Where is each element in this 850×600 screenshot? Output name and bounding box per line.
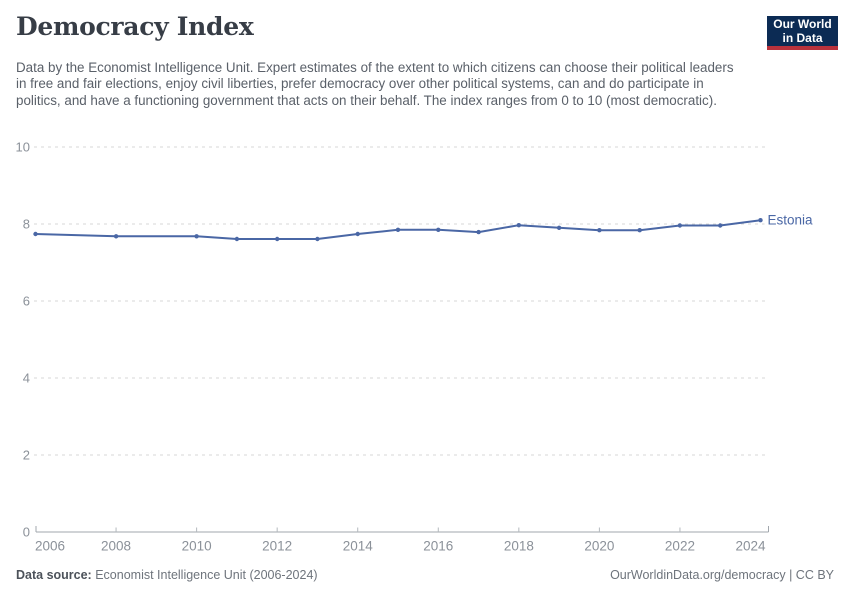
data-point (718, 223, 723, 228)
owid-logo-line2: in Data (782, 30, 823, 45)
owid-logo-line1: Our World (773, 17, 832, 31)
chart-subtitle: Data by the Economist Intelligence Unit.… (16, 60, 734, 108)
owid-logo-red-bar (767, 46, 838, 50)
x-tick-label: 2016 (423, 539, 453, 554)
y-tick-label: 0 (23, 525, 30, 540)
credit-link[interactable]: OurWorldinData.org/democracy | CC BY (610, 568, 834, 582)
x-tick-label: 2012 (262, 539, 292, 554)
x-tick-label: 2008 (101, 539, 131, 554)
data-point (33, 231, 38, 237)
chart-footer: Data source: Economist Intelligence Unit… (16, 568, 834, 582)
data-point (597, 228, 602, 233)
data-point (395, 227, 401, 232)
data-point (315, 236, 320, 242)
owid-logo[interactable]: Our World in Data (767, 16, 838, 50)
data-source: Data source: Economist Intelligence Unit… (16, 568, 318, 582)
data-point (637, 228, 642, 233)
chart-title: Democracy Index (16, 12, 254, 41)
data-source-value: Economist Intelligence Unit (2006-2024) (95, 568, 318, 582)
y-tick-label: 2 (23, 448, 30, 463)
x-tick-label: 2024 (735, 539, 766, 554)
data-point (436, 227, 441, 232)
x-tick-label: 2010 (182, 539, 212, 554)
data-source-label: Data source: (16, 568, 92, 582)
data-point (556, 225, 562, 230)
data-point (758, 218, 763, 223)
y-tick-label: 10 (16, 140, 30, 155)
data-point (476, 229, 481, 235)
owid-logo-box: Our World in Data (767, 16, 838, 46)
x-tick-label: 2022 (665, 539, 695, 554)
data-point (275, 236, 280, 242)
data-point (677, 223, 683, 228)
data-point (355, 231, 360, 237)
data-point (113, 234, 119, 239)
y-tick-label: 8 (23, 217, 30, 232)
series-end-label: Estonia (768, 213, 814, 228)
x-tick-label: 2014 (343, 539, 374, 554)
series-label-backing (764, 211, 817, 229)
data-point (234, 236, 240, 242)
data-point (516, 223, 521, 228)
democracy-index-line-chart: 0 2 4 6 8 10 2006 2008 2010 2012 2014 2016 2018 2020 2… (16, 140, 817, 554)
x-tick-label: 2018 (504, 539, 534, 554)
y-tick-label: 4 (23, 371, 30, 386)
x-tick-label: 2020 (584, 539, 614, 554)
x-tick-label: 2006 (35, 539, 65, 554)
data-point (194, 234, 199, 239)
y-tick-label: 6 (23, 294, 30, 309)
